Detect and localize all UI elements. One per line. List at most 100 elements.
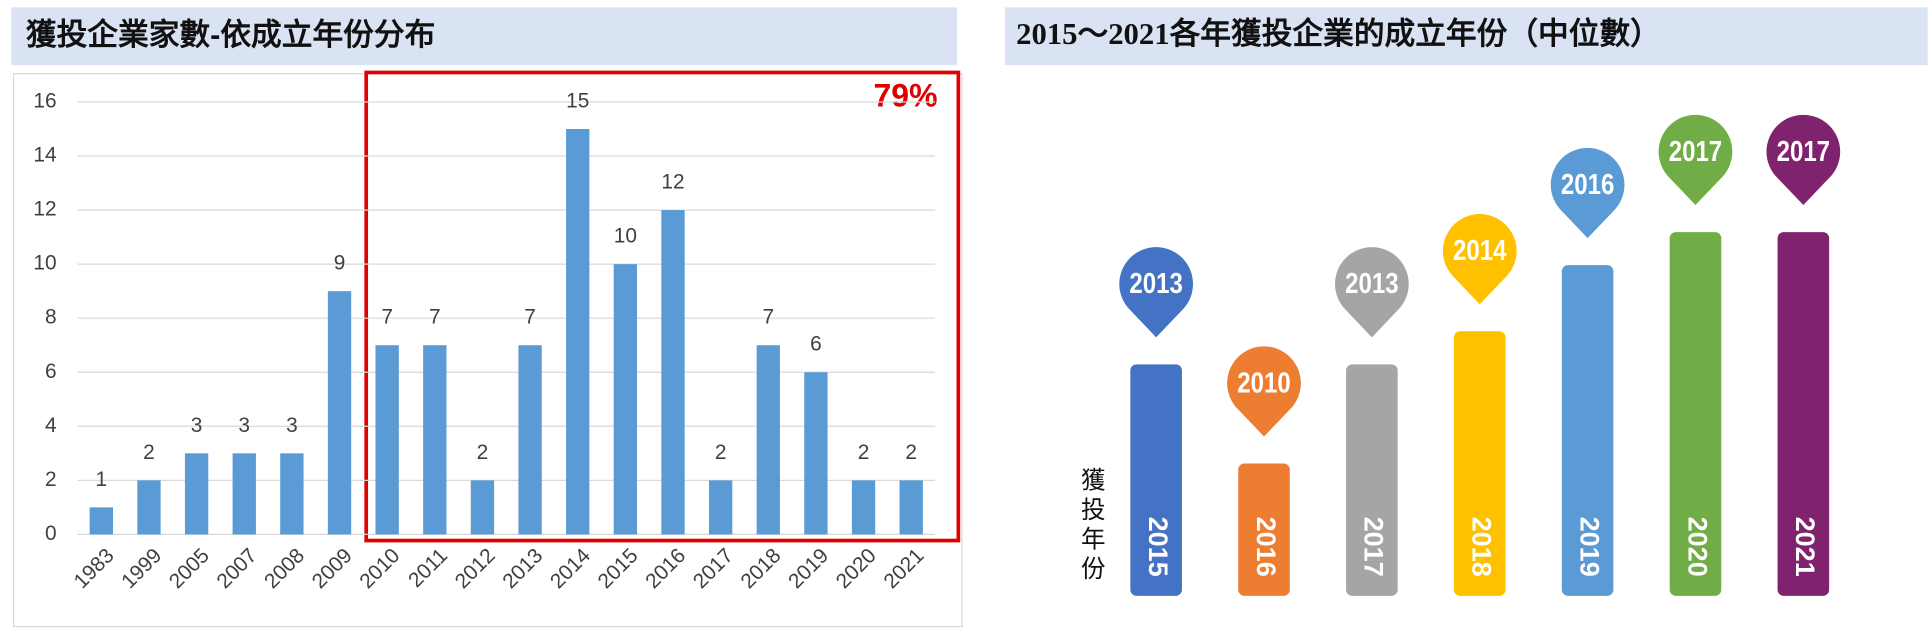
bar	[184, 453, 209, 535]
y-tick-label: 10	[33, 252, 56, 275]
data-label: 3	[286, 414, 298, 437]
data-label: 2	[715, 441, 727, 464]
x-tick-label: 1983	[69, 544, 118, 593]
data-label: 2017	[1669, 135, 1722, 167]
data-label: 12	[661, 171, 684, 194]
chart-title: 2015～2021各年獲投企業的成立年份（中位數）	[1016, 16, 1661, 51]
x-tick-label: 2017	[689, 544, 738, 593]
bar	[899, 480, 923, 535]
x-tick-label: 2019	[784, 544, 833, 593]
x-category-label: 2016	[1251, 517, 1281, 577]
data-label: 2	[905, 441, 917, 464]
x-tick-label: 2018	[736, 544, 785, 593]
x-tick-label: 2011	[404, 544, 452, 592]
bar	[566, 128, 590, 535]
y-tick-label: 2	[45, 468, 57, 491]
x-category-label: 2020	[1682, 517, 1712, 577]
x-category-label: 2015	[1143, 517, 1173, 577]
y-tick-label: 8	[45, 306, 57, 329]
y-tick-label: 4	[45, 414, 57, 437]
pin-marker	[1119, 247, 1194, 338]
y-tick-label: 0	[45, 522, 57, 545]
x-tick-label: 2020	[832, 544, 881, 593]
bar	[423, 345, 447, 535]
bar	[518, 345, 542, 535]
x-tick-label: 2012	[451, 544, 500, 593]
x-tick-label: 1999	[117, 544, 166, 593]
y-tick-label: 14	[33, 144, 56, 167]
x-tick-label: 2021	[879, 544, 928, 593]
pin-marker	[1658, 114, 1733, 206]
bar	[1561, 265, 1614, 596]
data-label: 2	[143, 441, 155, 464]
x-tick-label: 2005	[165, 544, 214, 593]
data-label: 15	[566, 89, 589, 112]
x-tick-label: 2016	[641, 544, 690, 593]
bar	[1777, 232, 1830, 596]
data-label: 6	[810, 333, 822, 356]
pin-marker	[1766, 114, 1841, 206]
bar	[137, 480, 161, 535]
data-label: 7	[524, 306, 536, 329]
bar	[232, 453, 256, 535]
data-label: 7	[429, 306, 441, 329]
x-tick-label: 2015	[594, 544, 643, 593]
bar	[804, 372, 828, 535]
title-band	[11, 7, 958, 66]
data-label: 9	[334, 252, 346, 275]
data-label: 2017	[1777, 135, 1830, 167]
chart-title: 獲投企業家數-依成立年份分布	[26, 17, 435, 52]
y-tick-label: 6	[45, 360, 57, 383]
y-tick-label: 12	[33, 198, 56, 221]
data-label: 2013	[1129, 267, 1182, 299]
highlight-box	[364, 70, 961, 543]
bar	[1130, 364, 1182, 596]
bar	[280, 453, 304, 535]
x-category-label: 2021	[1790, 517, 1820, 577]
bar	[851, 480, 876, 535]
data-label: 2	[477, 441, 489, 464]
annotation: 79%	[874, 78, 938, 114]
bar	[470, 480, 495, 535]
pin-marker	[1550, 147, 1625, 239]
x-tick-label: 2008	[260, 544, 309, 593]
bar	[613, 264, 638, 535]
x-tick-label: 2013	[498, 544, 547, 593]
data-label: 7	[381, 306, 393, 329]
x-tick-label: 2007	[212, 544, 261, 593]
data-label: 2013	[1345, 267, 1398, 299]
bar	[327, 291, 352, 535]
bar	[1453, 331, 1506, 596]
x-tick-label: 2014	[546, 544, 595, 593]
y-tick-label: 16	[33, 89, 56, 112]
x-category-label: 2017	[1359, 517, 1389, 577]
y-axis-label: 獲投年份	[1077, 466, 1105, 584]
bar	[756, 345, 780, 535]
data-label: 1	[96, 468, 108, 491]
x-tick-label: 2010	[355, 544, 404, 593]
pin-marker	[1442, 214, 1517, 305]
data-label: 3	[191, 414, 203, 437]
bar	[1346, 364, 1398, 596]
data-label: 3	[238, 414, 250, 437]
pin-marker	[1335, 247, 1409, 338]
data-label: 2014	[1453, 234, 1507, 266]
data-label: 2010	[1237, 367, 1290, 399]
data-label: 7	[762, 306, 774, 329]
bar	[661, 210, 685, 535]
bar	[708, 480, 733, 535]
x-category-label: 2018	[1467, 517, 1497, 577]
title-band	[1005, 7, 1928, 66]
data-label: 10	[614, 225, 637, 248]
data-label: 2016	[1561, 168, 1614, 200]
bar	[89, 507, 114, 535]
x-category-label: 2019	[1574, 517, 1604, 577]
bar	[1669, 232, 1722, 596]
bar	[375, 345, 399, 535]
data-label: 2	[858, 441, 870, 464]
bar	[1238, 463, 1290, 596]
x-tick-label: 2009	[308, 544, 357, 593]
pin-marker	[1227, 346, 1301, 437]
